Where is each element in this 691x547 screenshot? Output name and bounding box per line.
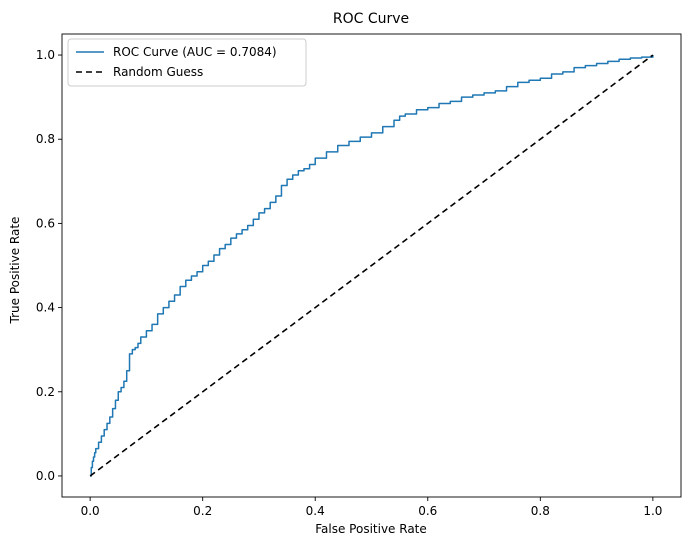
y-tick-label: 0.2 — [36, 385, 55, 399]
plot-area — [89, 54, 654, 477]
legend-box — [67, 38, 307, 87]
series-line-roc-curve — [90, 55, 654, 477]
y-tick-label: 1.0 — [36, 48, 55, 62]
x-axis-label: False Positive Rate — [315, 522, 427, 536]
y-tick-label: 0.8 — [36, 132, 55, 146]
y-axis-label: True Positive Rate — [8, 217, 22, 325]
x-tick-label: 0.0 — [81, 504, 100, 518]
axes-frame — [61, 33, 682, 498]
x-tick-label: 0.6 — [418, 504, 437, 518]
series-line-random-guess — [89, 54, 654, 477]
x-tick-label: 0.8 — [531, 504, 550, 518]
legend-label: Random Guess — [113, 65, 203, 79]
x-tick-label: 0.4 — [306, 504, 325, 518]
chart-title: ROC Curve — [333, 11, 409, 27]
y-tick-label: 0.4 — [36, 301, 55, 315]
x-tick-label: 0.2 — [193, 504, 212, 518]
legend: ROC Curve (AUC = 0.7084) Random Guess — [67, 38, 307, 87]
y-tick-label: 0.0 — [36, 469, 55, 483]
axes: 0.0 0.2 0.4 0.6 0.8 1.0 0.0 0.2 0.4 0.6 0.8 1.0 — [36, 33, 682, 518]
y-tick-label: 0.6 — [36, 216, 55, 230]
x-tick-label: 1.0 — [643, 504, 662, 518]
legend-label: ROC Curve (AUC = 0.7084) — [113, 45, 277, 59]
